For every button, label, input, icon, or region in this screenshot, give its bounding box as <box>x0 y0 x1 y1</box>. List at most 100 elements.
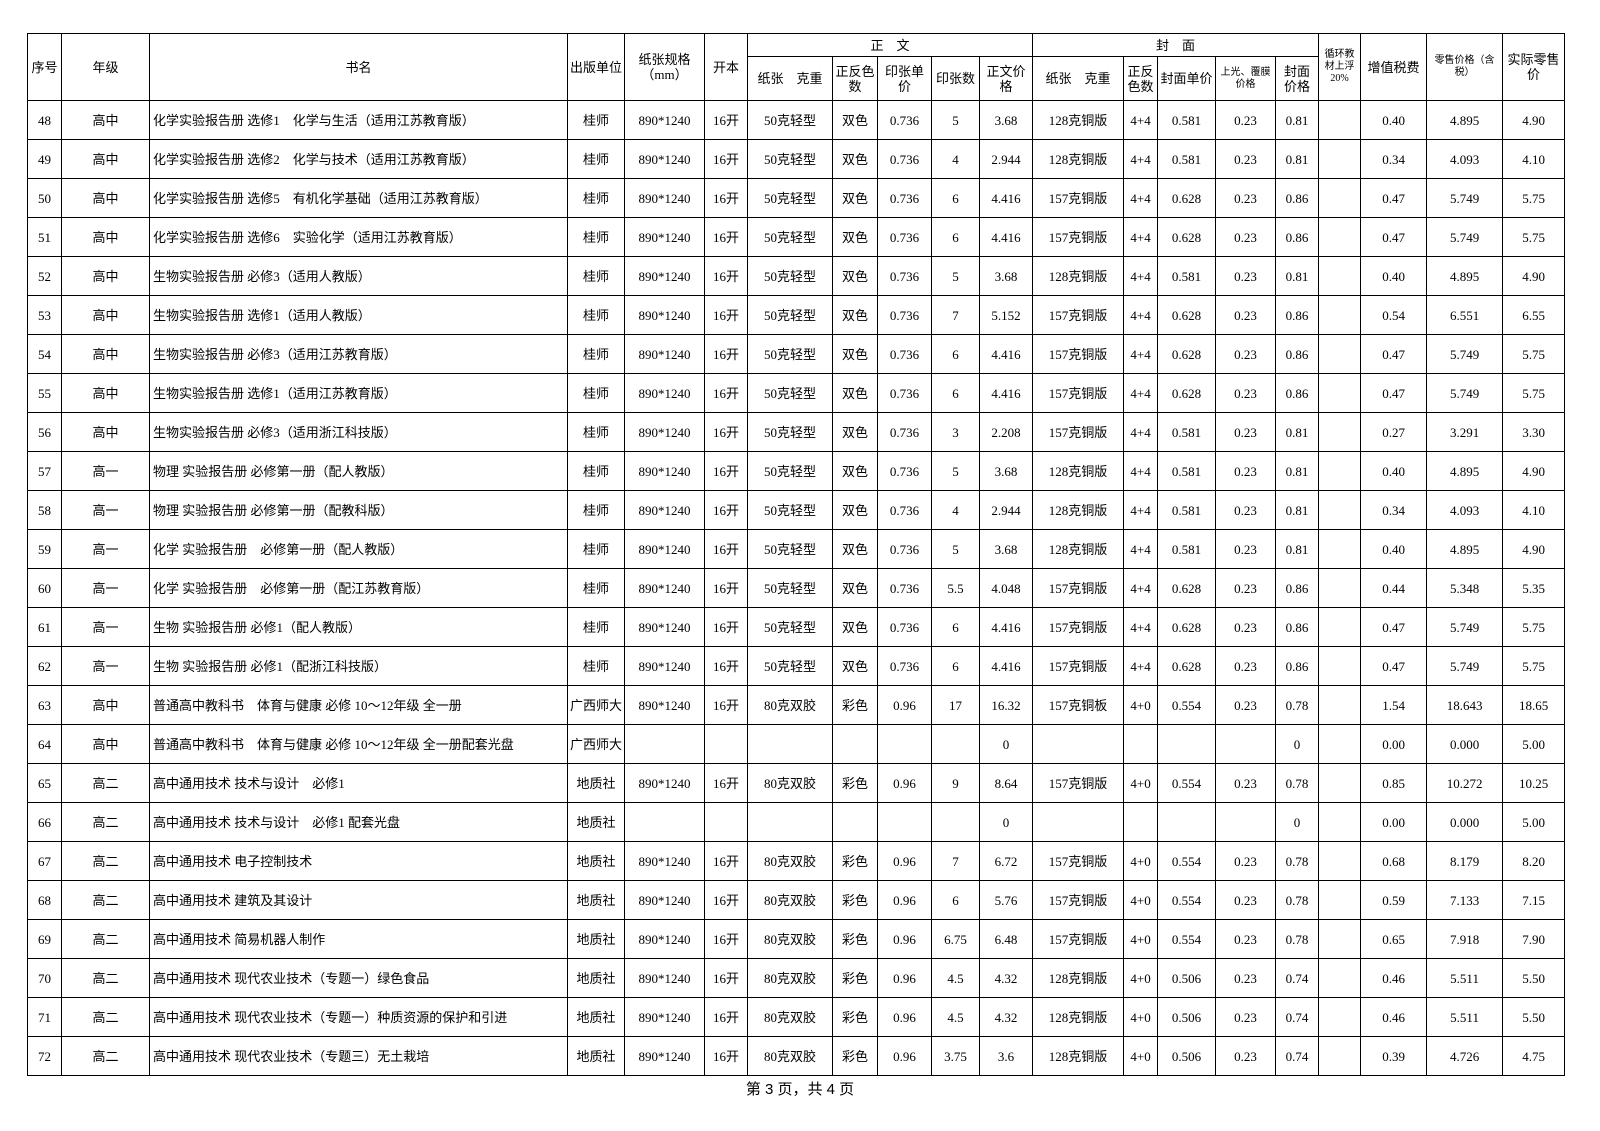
cell: 50克轻型 <box>747 139 833 179</box>
column-header: 书名 <box>149 33 568 101</box>
cell: 4+0 <box>1123 958 1159 998</box>
book-title: 高中通用技术 技术与设计 必修1 <box>149 763 568 803</box>
cell: 0.736 <box>877 256 932 296</box>
cell: 0.628 <box>1157 607 1217 647</box>
cell: 0.78 <box>1275 841 1320 881</box>
cell: 128克铜版 <box>1032 490 1125 530</box>
table-row: 56 高中 生物实验报告册 必修3（适用浙江科技版） 桂师 890*1240 16开 50克… <box>27 412 1566 452</box>
cell: 80克双胶 <box>747 958 833 998</box>
cell: 67 <box>27 841 62 881</box>
cell: 3.68 <box>978 451 1034 491</box>
cell: 157克铜版 <box>1032 217 1125 257</box>
cell: 1.54 <box>1360 685 1428 725</box>
cell: 0.47 <box>1360 334 1428 374</box>
cell: 5.50 <box>1502 958 1566 998</box>
book-title: 高中通用技术 现代农业技术（专题一）绿色食品 <box>149 958 568 998</box>
cell: 6 <box>931 880 980 920</box>
cell: 5.35 <box>1502 568 1566 608</box>
cell <box>1123 802 1159 842</box>
cell <box>624 724 705 764</box>
table-row: 58 高一 物理 实验报告册 必修第一册（配教科版） 桂师 890*1240 16开 50克… <box>27 490 1566 530</box>
cell: 5.749 <box>1426 646 1504 686</box>
cell: 0.23 <box>1215 1036 1277 1076</box>
cell <box>1318 763 1362 803</box>
cell: 0.54 <box>1360 295 1428 335</box>
cell: 0.96 <box>877 919 932 959</box>
cell: 双色 <box>832 373 878 413</box>
cell: 0.628 <box>1157 217 1217 257</box>
cell: 890*1240 <box>624 685 705 725</box>
cell: 50克轻型 <box>747 568 833 608</box>
book-title: 高中通用技术 技术与设计 必修1 配套光盘 <box>149 802 568 842</box>
cell: 0.86 <box>1275 607 1320 647</box>
cell: 0.47 <box>1360 646 1428 686</box>
cell: 157克铜版 <box>1032 646 1125 686</box>
cell: 50克轻型 <box>747 100 833 140</box>
cell: 4+4 <box>1123 295 1159 335</box>
cell: 0.23 <box>1215 841 1277 881</box>
cell: 桂师 <box>567 334 625 374</box>
cell: 0.44 <box>1360 568 1428 608</box>
cell: 桂师 <box>567 607 625 647</box>
cell: 16开 <box>704 295 748 335</box>
cell: 68 <box>27 880 62 920</box>
cell: 16开 <box>704 412 748 452</box>
cell: 0.96 <box>877 997 932 1037</box>
cell: 4.895 <box>1426 100 1504 140</box>
book-title: 化学 实验报告册 必修第一册（配人教版） <box>149 529 568 569</box>
cell: 80克双胶 <box>747 1036 833 1076</box>
cell: 0.000 <box>1426 802 1504 842</box>
cell: 0.23 <box>1215 256 1277 296</box>
book-title: 高中通用技术 建筑及其设计 <box>149 880 568 920</box>
cell: 彩色 <box>832 880 878 920</box>
column-header: 循环教材上浮20% <box>1318 33 1362 101</box>
cell: 0.736 <box>877 568 932 608</box>
cell: 54 <box>27 334 62 374</box>
cell: 157克铜版 <box>1032 607 1125 647</box>
cell: 0.736 <box>877 646 932 686</box>
cell: 0.39 <box>1360 1036 1428 1076</box>
cell: 50克轻型 <box>747 373 833 413</box>
cell: 5 <box>931 529 980 569</box>
table-row: 72 高二 高中通用技术 现代农业技术（专题三）无土栽培 地质社 890*1240 16开… <box>27 1036 1566 1076</box>
cell: 4.5 <box>931 958 980 998</box>
cell: 0.81 <box>1275 490 1320 530</box>
cell: 66 <box>27 802 62 842</box>
table-row: 59 高一 化学 实验报告册 必修第一册（配人教版） 桂师 890*1240 16开 50克… <box>27 529 1566 569</box>
cell: 5.75 <box>1502 217 1566 257</box>
cell: 69 <box>27 919 62 959</box>
cell: 16开 <box>704 646 748 686</box>
cell: 0.96 <box>877 880 932 920</box>
cell: 8.179 <box>1426 841 1504 881</box>
table-row: 65 高二 高中通用技术 技术与设计 必修1 地质社 890*1240 16开 80克双胶彩… <box>27 763 1566 803</box>
cell: 高二 <box>61 802 150 842</box>
cell: 4+4 <box>1123 412 1159 452</box>
cell: 0.23 <box>1215 997 1277 1037</box>
cell: 6.48 <box>978 919 1034 959</box>
cell: 4.90 <box>1502 256 1566 296</box>
cell: 高一 <box>61 490 150 530</box>
cell: 50克轻型 <box>747 490 833 530</box>
cell: 128克铜版 <box>1032 958 1125 998</box>
cell: 4.895 <box>1426 256 1504 296</box>
cell: 50克轻型 <box>747 646 833 686</box>
column-header: 正反色数 <box>1123 56 1159 101</box>
column-header: 正文价格 <box>978 56 1034 101</box>
cell: 8.20 <box>1502 841 1566 881</box>
table-row: 48 高中 化学实验报告册 选修1 化学与生活（适用江苏教育版） 桂师 890*1240… <box>27 100 1566 140</box>
cell: 157克铜版 <box>1032 841 1125 881</box>
cell: 16开 <box>704 997 748 1037</box>
cell: 4.90 <box>1502 451 1566 491</box>
cell: 高中 <box>61 100 150 140</box>
table-row: 55 高中 生物实验报告册 选修1（适用江苏教育版） 桂师 890*1240 16开 50克… <box>27 373 1566 413</box>
table-row: 51 高中 化学实验报告册 选修6 实验化学（适用江苏教育版） 桂师 890*1240 1… <box>27 217 1566 257</box>
cell: 5 <box>931 451 980 491</box>
group-header: 封 面 <box>1032 33 1320 57</box>
cell: 16开 <box>704 334 748 374</box>
cell: 彩色 <box>832 958 878 998</box>
cell: 0.736 <box>877 217 932 257</box>
cell <box>1157 802 1217 842</box>
cell: 0.65 <box>1360 919 1428 959</box>
cell: 高一 <box>61 568 150 608</box>
cell <box>1318 841 1362 881</box>
